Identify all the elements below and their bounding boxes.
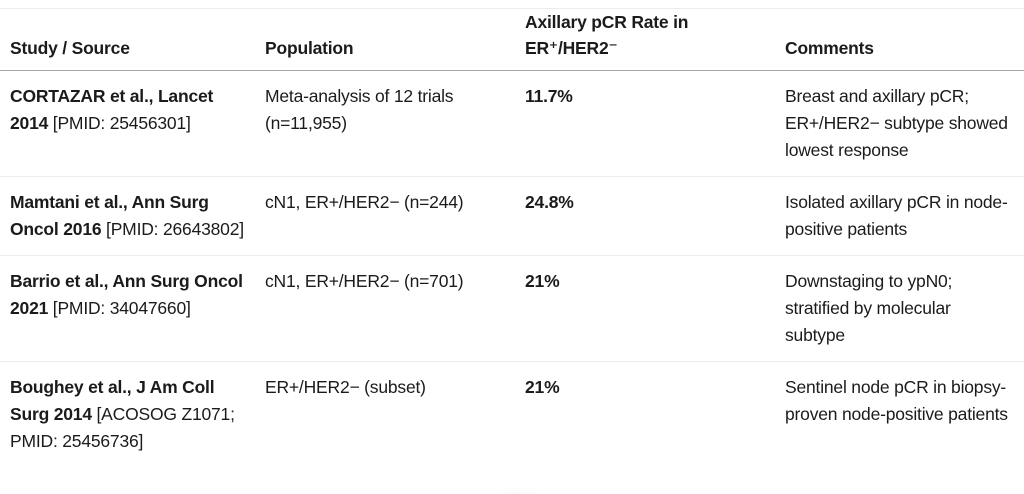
- table-row: Boughey et al., J Am Coll Surg 2014 [ACO…: [0, 362, 1024, 468]
- top-divider: [0, 8, 1024, 9]
- rate-cell: 24.8%: [525, 176, 785, 256]
- study-citation: Mamtani et al., Ann Surg Oncol 2016: [10, 192, 209, 239]
- rate-cell: 11.7%: [525, 70, 785, 177]
- study-cell: Barrio et al., Ann Surg Oncol 2021 [PMID…: [0, 255, 265, 362]
- study-pmid: [ACOSOG Z1071; PMID: 25456736]: [10, 404, 235, 451]
- population-cell: cN1, ER+/HER2− (n=244): [265, 176, 525, 256]
- study-cell: Boughey et al., J Am Coll Surg 2014 [ACO…: [0, 362, 265, 468]
- col-header-population: Population: [265, 9, 525, 71]
- bottom-peek-button[interactable]: [472, 486, 564, 494]
- study-pmid: [PMID: 25456301]: [48, 113, 191, 133]
- table-row: Mamtani et al., Ann Surg Oncol 2016 [PMI…: [0, 176, 1024, 256]
- population-cell: Meta-analysis of 12 trials (n=11,955): [265, 70, 525, 177]
- study-citation: Boughey et al., J Am Coll Surg 2014: [10, 377, 215, 424]
- population-cell: ER+/HER2− (subset): [265, 377, 426, 397]
- comments-cell: Breast and axillary pCR; ER+/HER2− subty…: [785, 70, 1024, 177]
- comments-cell: Downstaging to ypN0; stratified by molec…: [785, 255, 1024, 362]
- rate-cell: 21%: [525, 255, 785, 362]
- study-citation: CORTAZAR et al., Lancet 2014: [10, 86, 214, 133]
- study-pmid: [PMID: 26643802]: [101, 219, 244, 239]
- study-cell: Mamtani et al., Ann Surg Oncol 2016 [PMI…: [0, 176, 265, 256]
- col-header-rate: Axillary pCR Rate in ER⁺/HER2⁻: [525, 9, 785, 71]
- study-pmid: [PMID: 34047660]: [48, 298, 191, 318]
- comments-cell: Sentinel node pCR in biopsy-proven node-…: [785, 377, 1008, 424]
- header-row: Study / Source Population Axillary pCR R…: [0, 9, 1024, 71]
- table-row: Barrio et al., Ann Surg Oncol 2021 [PMID…: [0, 255, 1024, 362]
- study-cell: CORTAZAR et al., Lancet 2014 [PMID: 2545…: [0, 70, 265, 177]
- col-header-comments: Comments: [785, 9, 1024, 71]
- study-citation: Barrio et al., Ann Surg Oncol 2021: [10, 271, 243, 318]
- comments-cell: Isolated axillary pCR in node-positive p…: [785, 176, 1024, 256]
- rate-cell: 21%: [525, 377, 560, 397]
- population-cell: cN1, ER+/HER2− (n=701): [265, 255, 525, 362]
- col-header-study: Study / Source: [0, 9, 265, 71]
- studies-table: Study / Source Population Axillary pCR R…: [0, 9, 1024, 467]
- table-row: CORTAZAR et al., Lancet 2014 [PMID: 2545…: [0, 70, 1024, 177]
